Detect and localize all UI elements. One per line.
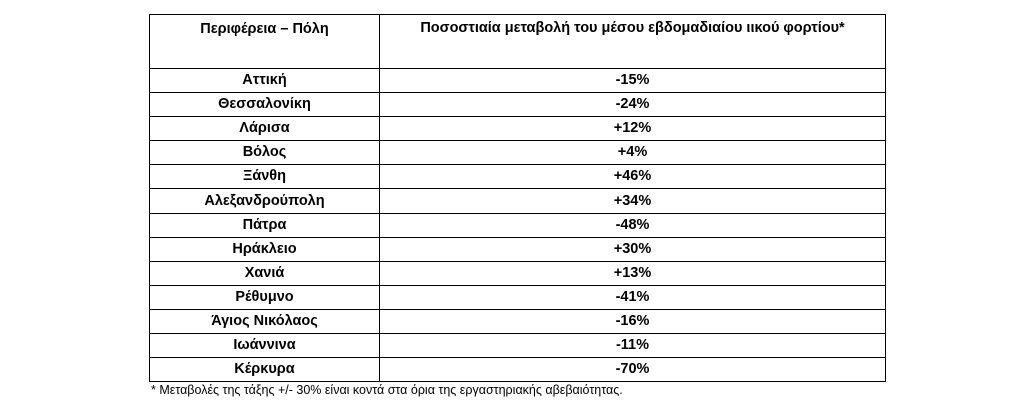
city-cell: Αττική xyxy=(149,67,380,94)
change-cell: +34% xyxy=(379,188,886,214)
city-cell: Αλεξανδρούπολη xyxy=(149,188,380,214)
city-cell: Ρέθυμνο xyxy=(149,284,380,310)
city-cell: Άγιος Νικόλαος xyxy=(149,308,380,335)
city-cell: Λάρισα xyxy=(149,116,380,142)
table-row: Λάρισα +12% xyxy=(149,116,886,142)
table-header-row: Περιφέρεια – Πόλη Ποσοστιαία μεταβολή το… xyxy=(149,14,886,69)
city-cell: Πάτρα xyxy=(149,212,380,238)
table-row: Άγιος Νικόλαος -16% xyxy=(149,308,886,335)
city-cell: Βόλος xyxy=(149,140,380,166)
table-row: Πάτρα -48% xyxy=(149,212,886,238)
city-cell: Κέρκυρα xyxy=(149,357,380,383)
table-row: Ρέθυμνο -41% xyxy=(149,284,886,310)
change-cell: -24% xyxy=(379,92,886,118)
table-row: Κέρκυρα -70% xyxy=(149,357,886,383)
change-cell: +30% xyxy=(379,236,886,262)
change-cell: -16% xyxy=(379,308,886,335)
table-row: Βόλος +4% xyxy=(149,140,886,166)
change-cell: +46% xyxy=(379,164,886,190)
viral-load-table-container: Περιφέρεια – Πόλη Ποσοστιαία μεταβολή το… xyxy=(149,14,886,383)
table-row: Αττική -15% xyxy=(149,67,886,94)
change-cell: +13% xyxy=(379,260,886,286)
table-row: Χανιά +13% xyxy=(149,260,886,286)
change-cell: -41% xyxy=(379,284,886,310)
table-body: Αττική -15% Θεσσαλονίκη -24% Λάρισα +12%… xyxy=(149,67,886,383)
change-cell: -15% xyxy=(379,67,886,94)
header-region-city: Περιφέρεια – Πόλη xyxy=(149,14,380,69)
footnote: * Μεταβολές της τάξης +/- 30% είναι κοντ… xyxy=(151,383,623,397)
table-row: Ξάνθη +46% xyxy=(149,164,886,190)
table-row: Ηράκλειο +30% xyxy=(149,236,886,262)
city-cell: Ξάνθη xyxy=(149,164,380,190)
change-cell: +12% xyxy=(379,116,886,142)
change-cell: -70% xyxy=(379,357,886,383)
viral-load-table: Περιφέρεια – Πόλη Ποσοστιαία μεταβολή το… xyxy=(149,14,886,383)
city-cell: Ιωάννινα xyxy=(149,333,380,359)
change-cell: +4% xyxy=(379,140,886,166)
change-cell: -11% xyxy=(379,333,886,359)
city-cell: Θεσσαλονίκη xyxy=(149,92,380,118)
table-row: Θεσσαλονίκη -24% xyxy=(149,92,886,118)
city-cell: Χανιά xyxy=(149,260,380,286)
table-row: Αλεξανδρούπολη +34% xyxy=(149,188,886,214)
city-cell: Ηράκλειο xyxy=(149,236,380,262)
table-row: Ιωάννινα -11% xyxy=(149,333,886,359)
change-cell: -48% xyxy=(379,212,886,238)
header-percentage-change: Ποσοστιαία μεταβολή του μέσου εβδομαδιαί… xyxy=(379,14,886,69)
